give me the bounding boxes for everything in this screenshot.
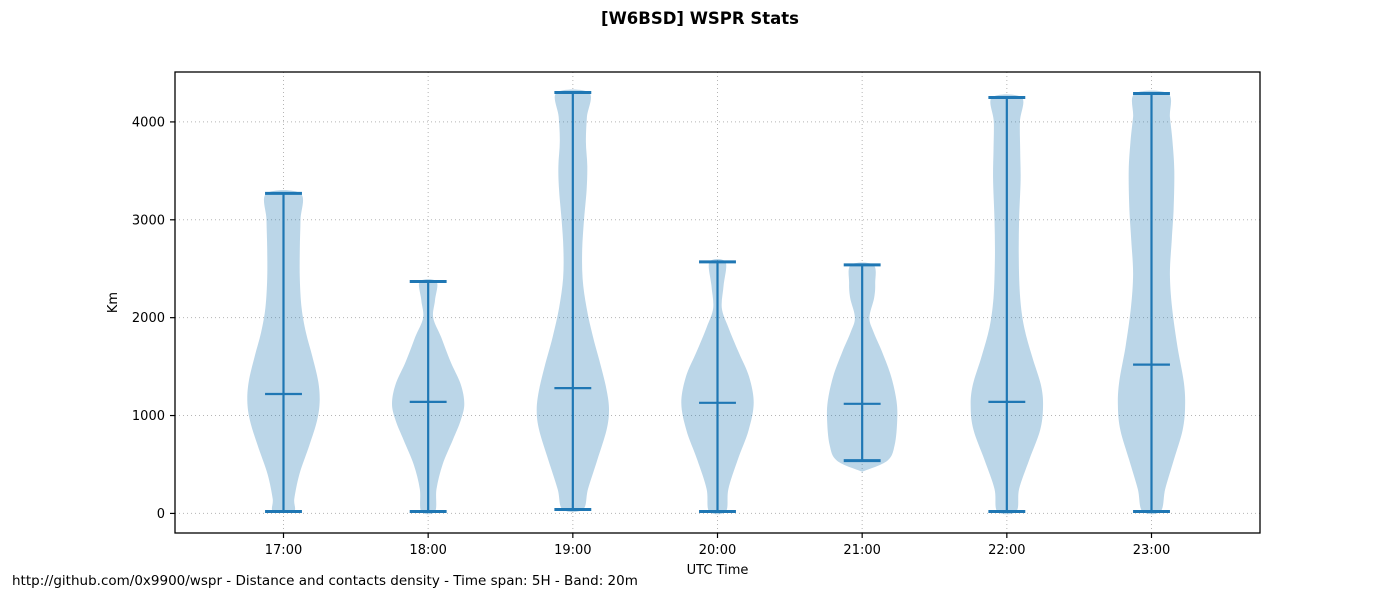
y-tick-label: 3000 [132,213,165,228]
chart-title: [W6BSD] WSPR Stats [601,9,799,28]
y-tick-label: 4000 [132,115,165,130]
y-tick-label: 0 [157,507,165,522]
x-tick-label: 22:00 [988,543,1025,558]
x-tick-label: 19:00 [554,543,591,558]
violin-group-17:00 [247,190,320,514]
x-tick-label: 17:00 [265,543,302,558]
violin-group-18:00 [392,279,465,515]
violin-group-22:00 [970,94,1044,515]
x-tick-label: 20:00 [699,543,736,558]
violin-group-20:00 [681,258,754,515]
footer-caption: http://github.com/0x9900/wspr - Distance… [12,573,638,589]
violin-group-19:00 [536,89,610,513]
axes: 0 1000 2000 3000 4000 17:00 18:00 19:00 20:00 21:… [106,115,1170,578]
x-tick-label: 21:00 [843,543,880,558]
violin-group-23:00 [1117,90,1186,515]
y-tick-label: 2000 [132,311,165,326]
x-tick-label: 18:00 [409,543,446,558]
y-axis-label: Km [106,292,121,313]
x-axis-label: UTC Time [687,563,749,578]
violin-group-21:00 [826,262,898,473]
y-tick-label: 1000 [132,409,165,424]
x-tick-label: 23:00 [1133,543,1170,558]
